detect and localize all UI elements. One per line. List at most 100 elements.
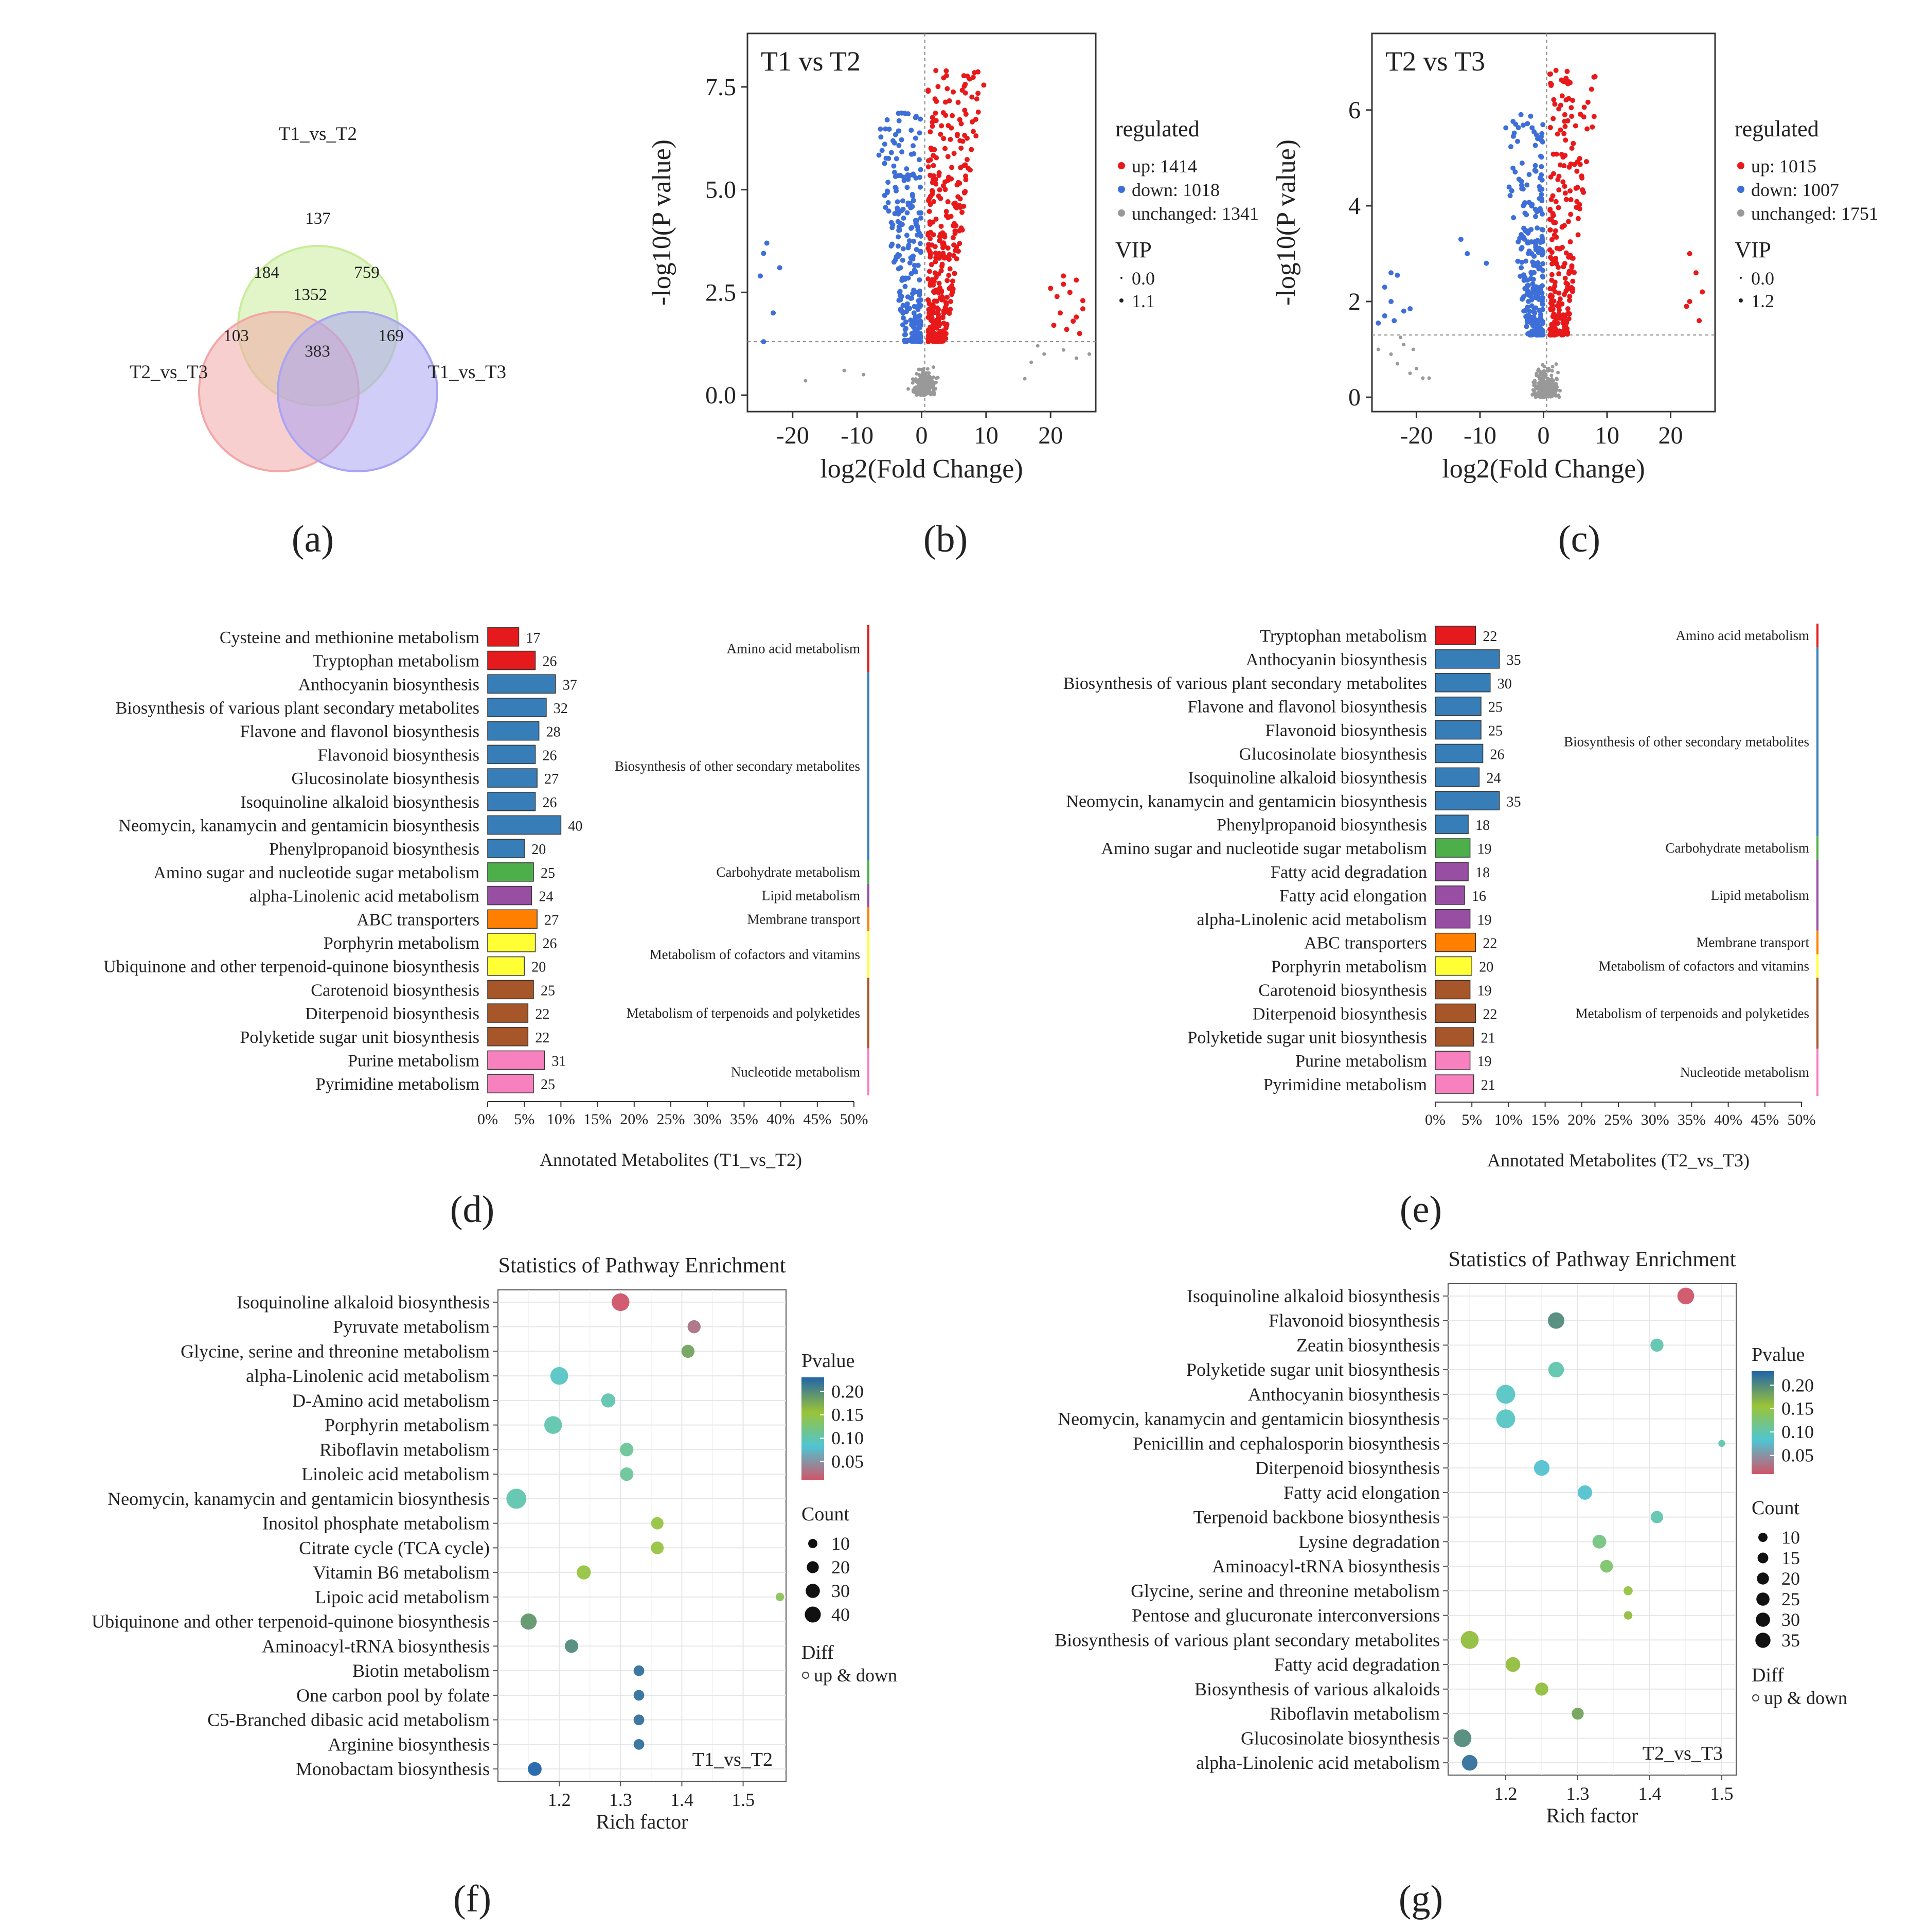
down-point xyxy=(1538,208,1544,214)
down-point xyxy=(896,128,901,134)
up-point xyxy=(955,100,961,105)
legend-size-label: 30 xyxy=(1781,1609,1800,1630)
group-label: Amino acid metabolism xyxy=(1676,628,1809,643)
unchanged-point xyxy=(1061,348,1065,352)
down-point xyxy=(1510,119,1516,125)
unchanged-point xyxy=(1042,352,1046,356)
bubble xyxy=(1677,1287,1695,1305)
venn-set-label: T1_vs_T2 xyxy=(279,123,357,145)
legend-size-swatch xyxy=(807,1561,819,1573)
x-tick-label: 45% xyxy=(803,1111,831,1128)
unchanged-point xyxy=(1036,344,1040,348)
bar-value-label: 27 xyxy=(544,912,559,928)
up-point xyxy=(1074,314,1079,320)
up-point xyxy=(944,278,950,283)
category-label: Isoquinoline alkaloid biosynthesis xyxy=(1188,768,1427,787)
down-point xyxy=(907,172,913,178)
up-point xyxy=(1561,163,1567,169)
volcano-panel-t1-t2: -20 -10 0 10 20 0.0 2.5 5.0 7.5 log2(Fold Change)… xyxy=(647,32,1259,484)
up-point xyxy=(937,187,942,192)
legend-diff-label: up & down xyxy=(814,1665,897,1686)
unchanged-point xyxy=(1544,395,1548,399)
legend-size-swatch xyxy=(806,1584,820,1598)
unchanged-point xyxy=(925,367,930,371)
up-point xyxy=(941,136,947,141)
down-point xyxy=(900,303,906,308)
x-tick-label: 1.4 xyxy=(670,1789,693,1810)
category-label: Polyketide sugar unit biosynthesis xyxy=(1187,1028,1427,1047)
down-point xyxy=(898,221,903,226)
up-point xyxy=(954,133,960,138)
legend-size-label: 25 xyxy=(1781,1589,1800,1609)
down-point xyxy=(1382,313,1387,318)
down-point xyxy=(905,294,911,300)
bar xyxy=(487,885,532,906)
group-label: Lipid metabolism xyxy=(762,888,860,903)
up-point xyxy=(933,275,939,280)
up-point xyxy=(1589,86,1594,92)
up-point xyxy=(963,173,969,179)
legend-size-label: 35 xyxy=(1781,1630,1800,1651)
down-point xyxy=(1376,320,1381,326)
unchanged-point xyxy=(1537,386,1541,391)
legend-size-title: Count xyxy=(1752,1497,1799,1519)
down-point xyxy=(1388,299,1394,305)
up-point xyxy=(1561,79,1567,84)
down-point xyxy=(901,178,907,183)
down-point xyxy=(900,310,906,316)
down-point xyxy=(918,303,923,308)
up-point xyxy=(961,203,967,209)
unchanged-point xyxy=(1389,352,1393,356)
category-label: Neomycin, kanamycin and gentamicin biosy… xyxy=(118,816,479,835)
legend-vip-label: 0.0 xyxy=(1751,268,1774,289)
bubble xyxy=(1718,1440,1725,1447)
up-point xyxy=(1548,71,1554,77)
down-point xyxy=(900,257,905,263)
down-point xyxy=(1539,191,1544,197)
unchanged-point xyxy=(842,368,846,373)
down-point xyxy=(916,314,921,320)
x-axis-label: Rich factor xyxy=(1546,1804,1638,1827)
up-point xyxy=(1549,237,1555,242)
up-point xyxy=(943,209,949,215)
up-point xyxy=(1568,161,1574,167)
down-point xyxy=(884,117,890,122)
down-point xyxy=(1517,236,1523,241)
up-point xyxy=(933,68,939,74)
down-point xyxy=(899,149,905,155)
down-point xyxy=(894,156,899,162)
unchanged-point xyxy=(1555,385,1559,389)
up-point xyxy=(942,187,948,192)
up-point xyxy=(935,311,941,317)
down-point xyxy=(905,202,911,208)
group-label: Carbohydrate metabolism xyxy=(716,864,860,880)
x-tick-label: 0% xyxy=(1425,1111,1446,1128)
down-point xyxy=(1532,318,1538,324)
y-tick-label: 0.0 xyxy=(705,382,736,409)
up-point xyxy=(1568,285,1574,290)
down-point xyxy=(906,306,912,311)
category-label: Phenylpropanoid biosynthesis xyxy=(269,840,479,859)
category-label: Glucosinolate biosynthesis xyxy=(292,769,479,788)
down-point xyxy=(1392,318,1397,324)
down-point xyxy=(1521,203,1526,208)
data-points xyxy=(758,68,1091,397)
up-point xyxy=(1565,306,1571,312)
gridlines xyxy=(1448,1284,1736,1775)
up-point xyxy=(975,91,981,96)
down-point xyxy=(909,191,915,197)
y-tick-label: 6 xyxy=(1348,97,1361,124)
category-label: Biosynthesis of various plant secondary … xyxy=(1055,1629,1440,1650)
up-point xyxy=(1574,204,1579,210)
down-point xyxy=(1539,328,1545,333)
group-label: Metabolism of cofactors and vitamins xyxy=(650,947,860,962)
down-point xyxy=(904,233,909,238)
group-label: Membrane transport xyxy=(1696,935,1809,950)
down-point xyxy=(902,339,908,345)
up-point xyxy=(1552,101,1558,107)
up-point xyxy=(1080,306,1085,312)
unchanged-point xyxy=(1411,347,1415,351)
up-point xyxy=(1563,137,1568,143)
up-point xyxy=(935,84,941,90)
x-tick-label: 20 xyxy=(1658,422,1683,449)
